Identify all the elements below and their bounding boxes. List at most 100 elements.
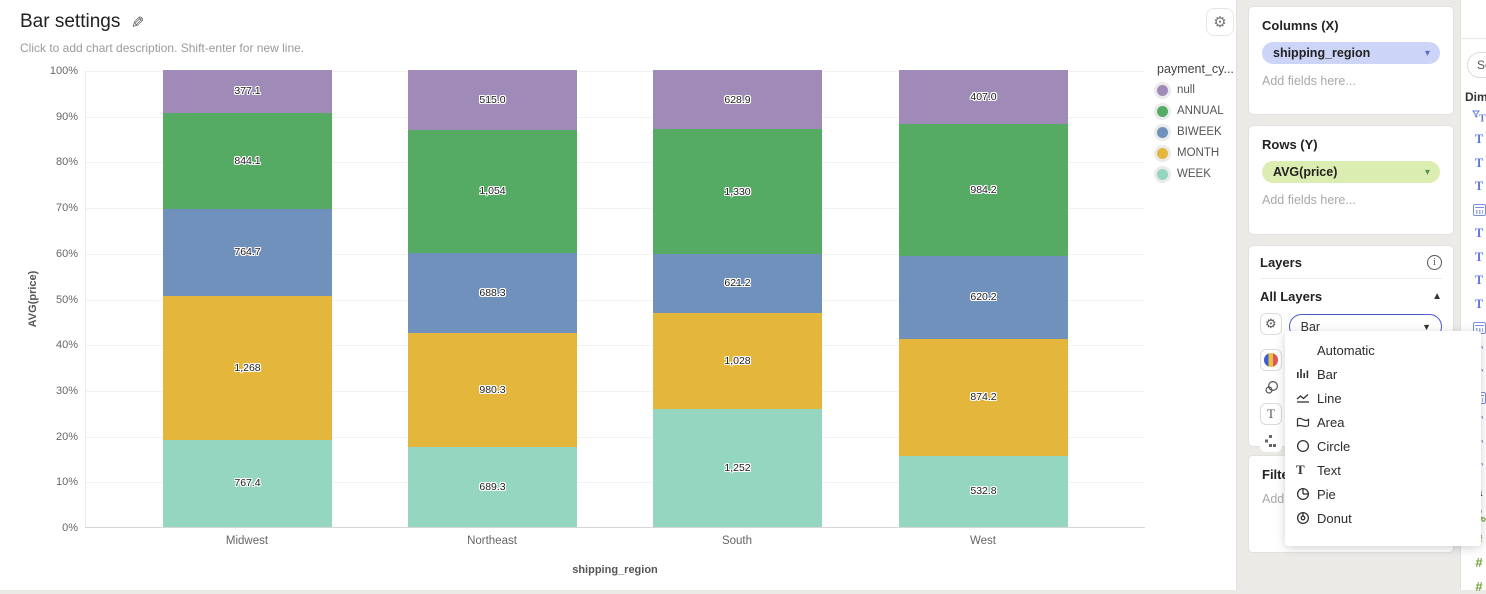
overlapping-circles-icon[interactable] bbox=[1260, 376, 1282, 398]
menu-item-label: Area bbox=[1317, 414, 1345, 430]
bar-segment-null[interactable]: 377.1 bbox=[163, 70, 332, 113]
menu-item-area[interactable]: Area bbox=[1285, 410, 1481, 434]
chart-title[interactable]: Bar settings bbox=[20, 11, 121, 32]
bar-segment-MONTH[interactable]: 1,268 bbox=[163, 295, 332, 440]
bar-segment-BIWEEK[interactable]: 688.3 bbox=[408, 252, 577, 333]
menu-item-label: Circle bbox=[1317, 438, 1351, 454]
bar-value-label: 620.2 bbox=[970, 291, 997, 304]
bar-segment-WEEK[interactable]: 767.4 bbox=[163, 439, 332, 527]
chart-description-placeholder[interactable]: Click to add chart description. Shift-en… bbox=[20, 41, 305, 55]
bar-value-label: 1,268 bbox=[234, 361, 261, 374]
menu-item-bar[interactable]: Bar bbox=[1285, 362, 1481, 386]
bar-Northeast: 689.3 980.3 688.3 1,054 515.0 bbox=[408, 70, 577, 527]
field-icon-T[interactable]: T bbox=[1474, 155, 1484, 170]
bar-value-label: 767.4 bbox=[234, 477, 261, 490]
chevron-up-icon[interactable]: ▲ bbox=[1432, 291, 1442, 302]
menu-item-donut[interactable]: Donut bbox=[1285, 506, 1481, 530]
chart-settings-button[interactable]: ⚙ bbox=[1206, 8, 1234, 36]
legend-item-ANNUAL[interactable]: ANNUAL bbox=[1157, 105, 1234, 117]
columns-field-label: shipping_region bbox=[1273, 46, 1371, 60]
y-axis-title: AVG(price) bbox=[27, 270, 39, 328]
field-icon-T[interactable]: T bbox=[1474, 249, 1484, 264]
rows-field-pill[interactable]: AVG(price) ▾ bbox=[1262, 161, 1440, 183]
bar-segment-WEEK[interactable]: 1,252 bbox=[653, 409, 822, 527]
menu-item-label: Pie bbox=[1317, 486, 1336, 502]
search-placeholder: Se bbox=[1477, 58, 1486, 72]
gear-icon: ⚙ bbox=[1264, 316, 1277, 331]
bar-segment-BIWEEK[interactable]: 621.2 bbox=[653, 254, 822, 313]
dimensions-label: Dim bbox=[1465, 90, 1486, 104]
bar-value-label: 980.3 bbox=[479, 383, 506, 396]
field-icon-hash[interactable]: # bbox=[1475, 578, 1483, 594]
layout-squares-icon[interactable] bbox=[1260, 430, 1282, 452]
columns-field-pill[interactable]: shipping_region ▾ bbox=[1262, 42, 1440, 64]
legend-swatch-icon bbox=[1157, 126, 1168, 138]
menu-item-line[interactable]: Line bbox=[1285, 386, 1481, 410]
bar-segment-MONTH[interactable]: 980.3 bbox=[408, 332, 577, 447]
gear-icon: ⚙ bbox=[1213, 14, 1227, 31]
columns-add-fields-placeholder[interactable]: Add fields here... bbox=[1262, 74, 1356, 88]
layer-gear-button[interactable]: ⚙ bbox=[1260, 313, 1282, 335]
field-icon-hash[interactable]: # bbox=[1475, 555, 1483, 570]
layer-type-value: Bar bbox=[1300, 319, 1321, 334]
legend-item-null[interactable]: null bbox=[1157, 84, 1234, 96]
text-style-icon[interactable]: T bbox=[1260, 403, 1282, 425]
field-icon-T[interactable]: T bbox=[1474, 132, 1484, 146]
legend-label: MONTH bbox=[1177, 147, 1220, 159]
legend-item-BIWEEK[interactable]: BIWEEK bbox=[1157, 126, 1234, 138]
bar-segment-MONTH[interactable]: 874.2 bbox=[899, 338, 1068, 456]
gridline bbox=[86, 116, 1145, 118]
field-icon-T[interactable]: T bbox=[1474, 226, 1484, 240]
palette-icon[interactable] bbox=[1260, 349, 1282, 371]
bar-segment-BIWEEK[interactable]: 620.2 bbox=[899, 256, 1068, 339]
chevron-down-icon: ▾ bbox=[1424, 166, 1430, 178]
field-icon-funnel-T[interactable]: T bbox=[1471, 108, 1486, 124]
bar-segment-null[interactable]: 407.0 bbox=[899, 70, 1068, 125]
field-icon-T[interactable]: T bbox=[1474, 179, 1484, 193]
x-tick-label: South bbox=[721, 535, 753, 547]
menu-item-text[interactable]: T Text bbox=[1285, 458, 1481, 482]
menu-item-pie[interactable]: Pie bbox=[1285, 482, 1481, 506]
legend-label: ANNUAL bbox=[1177, 105, 1224, 117]
line-chart-icon bbox=[1296, 391, 1316, 405]
bar-value-label: 984.2 bbox=[970, 184, 997, 197]
bar-segment-null[interactable]: 515.0 bbox=[408, 70, 577, 130]
bar-chart-icon bbox=[1296, 367, 1316, 381]
gridline bbox=[86, 208, 1145, 210]
bar-value-label: 377.1 bbox=[234, 85, 261, 98]
bar-segment-ANNUAL[interactable]: 1,330 bbox=[653, 129, 822, 255]
legend-swatch-icon bbox=[1157, 84, 1168, 96]
bar-segment-ANNUAL[interactable]: 844.1 bbox=[163, 112, 332, 209]
gridline bbox=[86, 436, 1145, 438]
bar-segment-WEEK[interactable]: 689.3 bbox=[408, 446, 577, 527]
bar-segment-BIWEEK[interactable]: 764.7 bbox=[163, 208, 332, 296]
svg-text:T: T bbox=[1479, 113, 1486, 124]
bar-segment-MONTH[interactable]: 1,028 bbox=[653, 312, 822, 410]
bar-segment-ANNUAL[interactable]: 984.2 bbox=[899, 124, 1068, 257]
bar-value-label: 621.2 bbox=[724, 277, 751, 290]
edit-pencil-icon[interactable]: ✎ bbox=[131, 15, 145, 32]
bar-segment-ANNUAL[interactable]: 1,054 bbox=[408, 129, 577, 253]
menu-item-circle[interactable]: Circle bbox=[1285, 434, 1481, 458]
area-chart-icon bbox=[1296, 415, 1316, 429]
chevron-down-icon: ▼ bbox=[1422, 321, 1431, 332]
info-icon[interactable]: i bbox=[1427, 255, 1442, 270]
menu-item-label: Bar bbox=[1317, 366, 1338, 382]
rows-add-fields-placeholder[interactable]: Add fields here... bbox=[1262, 193, 1356, 207]
layers-title: Layers bbox=[1260, 255, 1302, 270]
legend-item-MONTH[interactable]: MONTH bbox=[1157, 147, 1234, 159]
y-tick-label: 100% bbox=[49, 65, 78, 77]
bar-value-label: 688.3 bbox=[479, 286, 506, 299]
menu-item-automatic[interactable]: Automatic bbox=[1285, 338, 1481, 362]
field-icon-T[interactable]: T bbox=[1474, 296, 1484, 311]
gridline bbox=[86, 390, 1145, 392]
field-icon-calendar[interactable] bbox=[1471, 202, 1486, 218]
field-icon-T[interactable]: T bbox=[1474, 273, 1484, 287]
bar-segment-WEEK[interactable]: 532.8 bbox=[899, 455, 1068, 527]
legend-swatch-icon bbox=[1157, 168, 1168, 180]
bar-South: 1,252 1,028 621.2 1,330 628.9 bbox=[653, 70, 822, 527]
bar-West: 532.8 874.2 620.2 984.2 407.0 bbox=[899, 70, 1068, 527]
fields-search-input[interactable]: Se bbox=[1467, 52, 1486, 78]
bar-segment-null[interactable]: 628.9 bbox=[653, 70, 822, 130]
legend-item-WEEK[interactable]: WEEK bbox=[1157, 168, 1234, 180]
